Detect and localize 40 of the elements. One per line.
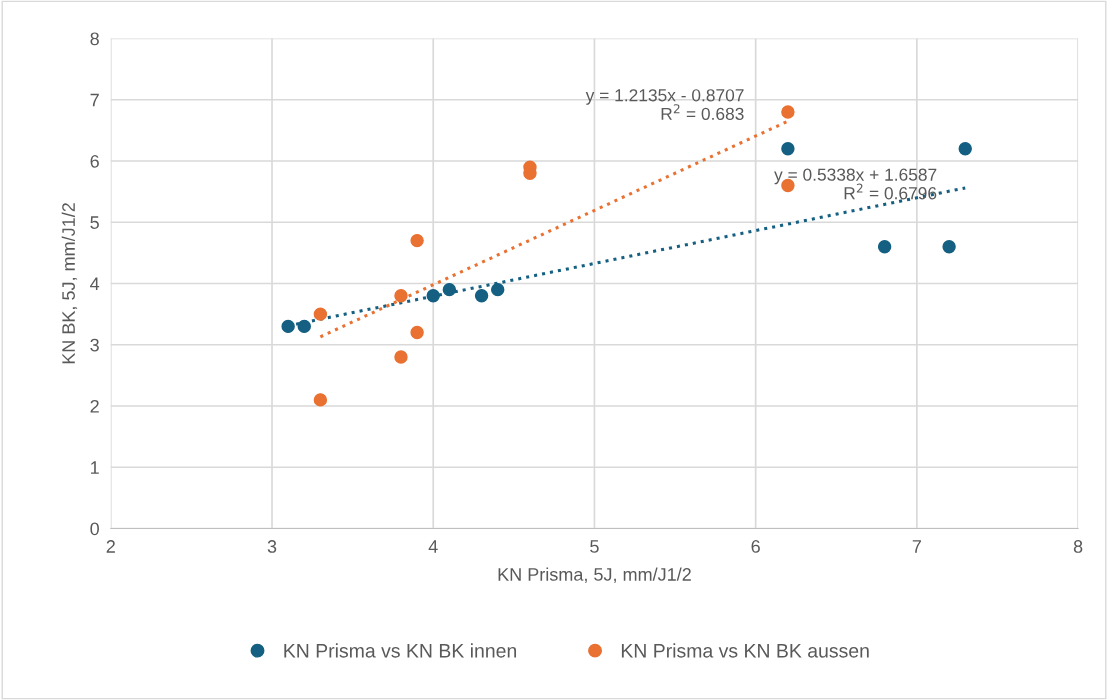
y-tick-label: 0: [90, 522, 99, 536]
point: [491, 282, 505, 297]
x-tick-label: 3: [267, 540, 277, 553]
x-tick-label: 4: [428, 540, 438, 553]
y-tick-label: 6: [90, 154, 99, 168]
y-tick-label: 1: [91, 461, 99, 474]
y-tick-label: 2: [90, 399, 99, 413]
annotation: y = 1.2135x - 0.8707 R$^{2}$ = 0.683: [585, 89, 744, 120]
point: [781, 105, 795, 119]
x-tick-label: 5: [590, 540, 599, 553]
point: [781, 142, 795, 156]
point: [942, 240, 956, 254]
point: [474, 289, 489, 303]
point: [410, 325, 424, 340]
y-tick-label: 3: [90, 338, 99, 352]
point: [410, 233, 424, 248]
x-axis-title: KN Prisma, 5J, mm/J1/2: [498, 567, 691, 583]
y-tick-label: 8: [90, 32, 99, 46]
legend-label: KN Prisma vs KN BK aussen: [621, 643, 869, 658]
x-tick-label: 2: [106, 540, 115, 553]
point: [313, 307, 328, 321]
point: [781, 178, 795, 193]
y-tick-label: 7: [90, 93, 99, 107]
y-tick-label: 4: [90, 277, 100, 291]
point: [281, 319, 295, 334]
legend-label: KN Prisma vs KN BK innen: [284, 643, 517, 658]
y-axis-title: KN BK, 5J, mm/J1/2: [61, 203, 78, 364]
y-tick-label: 5: [90, 216, 99, 229]
point: [877, 240, 892, 254]
x-tick-label: 8: [1073, 540, 1083, 553]
point: [442, 282, 457, 297]
x-tick-label: 6: [751, 540, 760, 553]
point: [297, 319, 311, 334]
point: [958, 142, 972, 156]
point: [394, 289, 408, 303]
x-tick-label: 7: [912, 540, 921, 553]
point: [313, 393, 328, 407]
annotation: y = 0.5338x + 1.6587 R$^{2}$ = 0.6796: [774, 168, 937, 200]
point: [426, 289, 440, 303]
point: [394, 350, 408, 364]
